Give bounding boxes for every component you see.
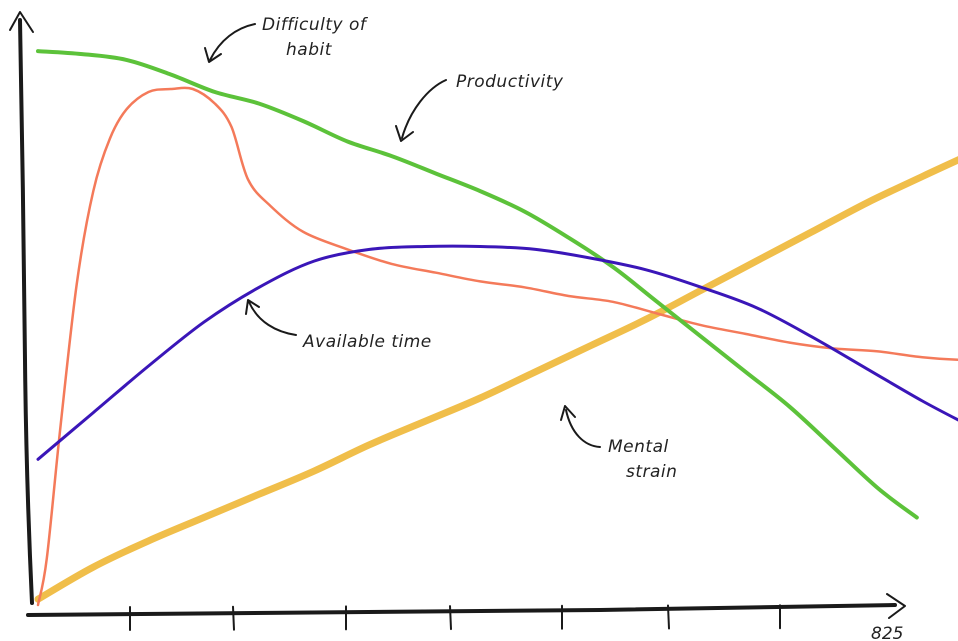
arrowhead-difficulty bbox=[204, 47, 222, 63]
x-tick-mark bbox=[667, 604, 670, 630]
x-tick-mark bbox=[449, 605, 452, 631]
label-difficulty-line2: habit bbox=[286, 40, 333, 60]
y-axis bbox=[18, 18, 34, 605]
label-productivity: Productivity bbox=[456, 72, 564, 92]
label-mental-strain-line1: Mental bbox=[608, 437, 669, 457]
x-tick-label-825: 825 bbox=[871, 624, 903, 641]
x-axis bbox=[26, 603, 897, 617]
series-line-available-time bbox=[36, 244, 958, 461]
y-axis-arrowhead bbox=[9, 11, 34, 33]
label-available-time: Available time bbox=[302, 332, 432, 352]
series-line-mental-strain bbox=[34, 156, 958, 603]
series-layer bbox=[34, 49, 958, 607]
arrow-productivity bbox=[401, 79, 447, 139]
arrowhead-available-time bbox=[245, 299, 260, 315]
annotation-arrows bbox=[204, 23, 601, 448]
label-mental-strain-line2: strain bbox=[626, 462, 677, 482]
arrowhead-mental-strain bbox=[560, 405, 576, 421]
arrow-available-time bbox=[248, 301, 297, 336]
arrowhead-productivity bbox=[395, 125, 414, 142]
label-difficulty-line1: Difficulty of bbox=[262, 15, 369, 35]
series-line-productivity bbox=[36, 49, 919, 520]
annotation-labels: Difficulty of habit Productivity Availab… bbox=[262, 15, 677, 482]
series-line-difficulty-of-habit bbox=[36, 86, 958, 607]
arrow-mental-strain bbox=[565, 409, 601, 448]
x-tick-mark bbox=[232, 605, 235, 631]
axes bbox=[9, 11, 906, 619]
x-axis-arrowhead bbox=[886, 593, 906, 619]
x-ticks bbox=[129, 604, 781, 631]
arrow-difficulty bbox=[209, 23, 256, 61]
